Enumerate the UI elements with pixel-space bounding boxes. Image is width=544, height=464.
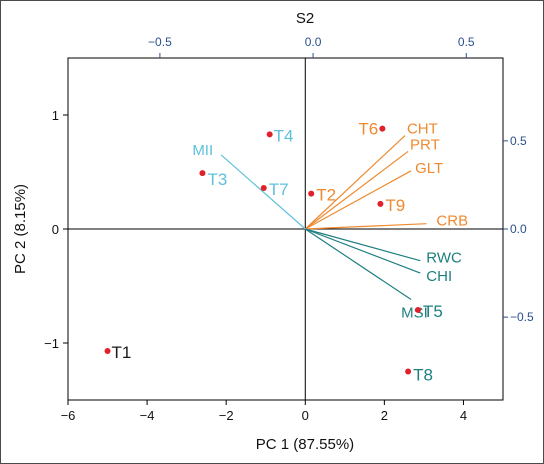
loading-vector-msi: [304, 228, 412, 301]
loading-label-chi: CHI: [426, 268, 452, 285]
y-tick-label: 1: [52, 108, 59, 123]
score-point-t7: [260, 184, 267, 191]
loading-vector-cht: [304, 135, 406, 230]
x-tick-label: −4: [140, 408, 155, 423]
x-tick-label: 2: [381, 408, 388, 423]
loading-label-glt: GLT: [415, 160, 443, 177]
top-axis-title: S2: [296, 10, 314, 27]
score-point-t4: [266, 131, 273, 138]
score-label-t3: T3: [207, 170, 227, 189]
score-label-t5: T5: [423, 302, 443, 321]
x-tick-label: −6: [61, 408, 76, 423]
score-label-t7: T7: [269, 180, 289, 199]
loading-label-rwc: RWC: [426, 250, 462, 267]
loading-vector-mii: [220, 154, 306, 230]
score-point-t8: [405, 368, 412, 375]
loading-vector-chi: [305, 228, 421, 274]
score-point-t1: [104, 347, 111, 354]
y-tick-label: 0: [52, 222, 59, 237]
score-point-t6: [379, 125, 386, 132]
x-tick-label: 0: [302, 408, 309, 423]
score-point-t3: [199, 170, 206, 177]
top-tick-label: −0.5: [148, 35, 172, 49]
loading-vector-prt: [304, 150, 409, 230]
score-label-t4: T4: [274, 126, 294, 145]
y-axis-title: PC 2 (8.15%): [12, 184, 29, 274]
loading-label-cht: CHT: [407, 121, 438, 138]
score-label-t9: T9: [385, 196, 405, 215]
right-tick-label: 0.0: [510, 222, 527, 236]
score-point-t5: [414, 306, 421, 313]
top-tick-label: 0.5: [458, 35, 475, 49]
right-tick-label: 0.5: [510, 134, 527, 148]
loading-label-mii: MII: [192, 142, 213, 159]
top-tick-label: 0.0: [305, 35, 322, 49]
loading-label-crb: CRB: [436, 213, 468, 230]
y-tick-label: −1: [44, 336, 59, 351]
right-tick-label: −0.5: [510, 310, 534, 324]
loading-label-msi: MSI: [401, 305, 428, 322]
score-point-t2: [308, 190, 315, 197]
score-label-t8: T8: [413, 366, 433, 385]
loading-vector-glt: [304, 170, 412, 230]
score-label-t1: T1: [112, 343, 132, 362]
x-tick-label: −2: [219, 408, 234, 423]
score-label-t2: T2: [316, 186, 336, 205]
x-axis-title: PC 1 (87.55%): [256, 436, 354, 453]
score-point-t9: [377, 200, 384, 207]
loading-vector-rwc: [305, 228, 421, 262]
x-tick-label: 4: [460, 408, 467, 423]
score-label-t6: T6: [358, 120, 378, 139]
loading-label-prt: PRT: [410, 136, 440, 153]
loading-vector-crb: [305, 223, 427, 230]
